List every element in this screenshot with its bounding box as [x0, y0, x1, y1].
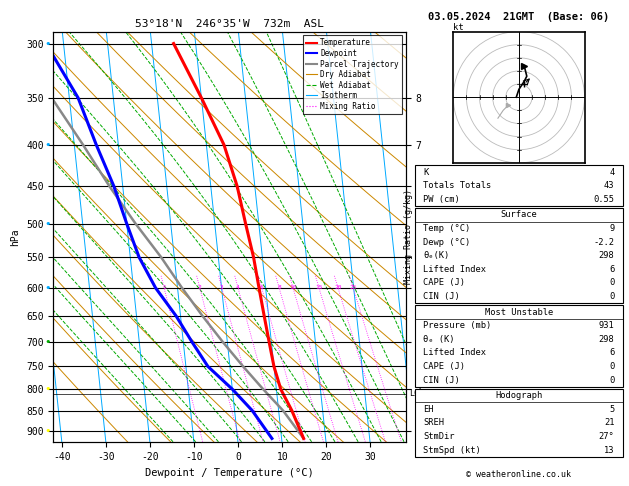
Text: •: •	[44, 219, 50, 228]
Text: 5: 5	[609, 405, 615, 414]
Text: •: •	[44, 38, 50, 49]
Text: K: K	[423, 168, 429, 176]
Text: EH: EH	[423, 405, 434, 414]
Text: Dewp (°C): Dewp (°C)	[423, 238, 470, 246]
Text: SREH: SREH	[423, 418, 445, 427]
Text: •: •	[44, 426, 50, 436]
Text: Pressure (mb): Pressure (mb)	[423, 321, 492, 330]
Y-axis label: km
ASL: km ASL	[438, 237, 454, 256]
Text: 2: 2	[198, 285, 202, 290]
Text: •: •	[44, 384, 50, 394]
Text: 25: 25	[349, 285, 357, 290]
Text: 27°: 27°	[599, 432, 615, 441]
Text: Most Unstable: Most Unstable	[485, 308, 553, 316]
Text: •: •	[44, 140, 50, 150]
Text: LCL: LCL	[409, 389, 424, 398]
Text: -2.2: -2.2	[593, 238, 615, 246]
Text: 15: 15	[315, 285, 323, 290]
Y-axis label: hPa: hPa	[11, 228, 21, 246]
Text: 0: 0	[609, 362, 615, 371]
Text: CIN (J): CIN (J)	[423, 376, 460, 384]
Text: CIN (J): CIN (J)	[423, 292, 460, 301]
Text: 43: 43	[604, 181, 615, 190]
Text: StmDir: StmDir	[423, 432, 455, 441]
Text: 20: 20	[334, 285, 342, 290]
Text: 931: 931	[599, 321, 615, 330]
Text: 13: 13	[604, 446, 615, 454]
Text: •: •	[44, 283, 50, 293]
Text: Temp (°C): Temp (°C)	[423, 224, 470, 233]
Text: Hodograph: Hodograph	[495, 391, 543, 400]
Text: 4: 4	[609, 168, 615, 176]
Text: 4: 4	[236, 285, 240, 290]
Text: Lifted Index: Lifted Index	[423, 348, 486, 357]
Text: CAPE (J): CAPE (J)	[423, 362, 465, 371]
Text: Lifted Index: Lifted Index	[423, 265, 486, 274]
Text: Mixing Ratio (g/kg): Mixing Ratio (g/kg)	[404, 190, 413, 284]
Text: kt: kt	[454, 22, 464, 32]
Text: 1: 1	[162, 285, 166, 290]
Text: 21: 21	[604, 418, 615, 427]
Title: 53°18'N  246°35'W  732m  ASL: 53°18'N 246°35'W 732m ASL	[135, 19, 324, 30]
Legend: Temperature, Dewpoint, Parcel Trajectory, Dry Adiabat, Wet Adiabat, Isotherm, Mi: Temperature, Dewpoint, Parcel Trajectory…	[303, 35, 402, 114]
Text: PW (cm): PW (cm)	[423, 195, 460, 204]
Text: θₑ(K): θₑ(K)	[423, 251, 450, 260]
Text: 6: 6	[609, 348, 615, 357]
Text: 0: 0	[609, 292, 615, 301]
Text: © weatheronline.co.uk: © weatheronline.co.uk	[467, 469, 571, 479]
Text: 6: 6	[260, 285, 264, 290]
Text: 298: 298	[599, 251, 615, 260]
Text: 298: 298	[599, 335, 615, 344]
Text: 3: 3	[220, 285, 224, 290]
Text: 0.55: 0.55	[593, 195, 615, 204]
Text: 9: 9	[609, 224, 615, 233]
Text: Surface: Surface	[501, 210, 537, 219]
Text: 6: 6	[609, 265, 615, 274]
Text: θₑ (K): θₑ (K)	[423, 335, 455, 344]
Text: 0: 0	[609, 376, 615, 384]
Text: CAPE (J): CAPE (J)	[423, 278, 465, 287]
Text: StmSpd (kt): StmSpd (kt)	[423, 446, 481, 454]
Text: 0: 0	[609, 278, 615, 287]
Text: •: •	[44, 337, 50, 347]
Text: 10: 10	[289, 285, 297, 290]
Text: 03.05.2024  21GMT  (Base: 06): 03.05.2024 21GMT (Base: 06)	[428, 12, 610, 22]
X-axis label: Dewpoint / Temperature (°C): Dewpoint / Temperature (°C)	[145, 468, 314, 478]
Text: Totals Totals: Totals Totals	[423, 181, 492, 190]
Text: 8: 8	[277, 285, 281, 290]
